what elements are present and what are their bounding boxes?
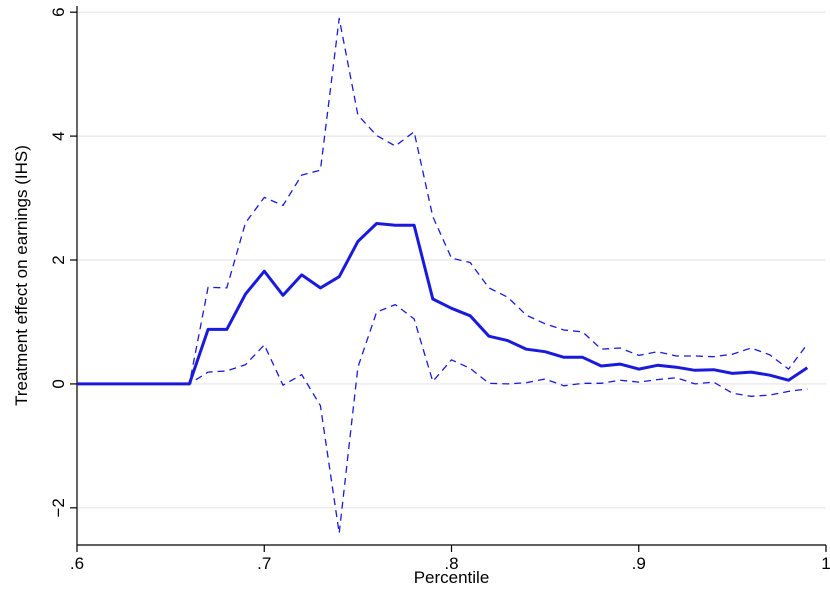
series-line-lower-bound (77, 303, 808, 534)
x-axis-label: Percentile (414, 568, 490, 587)
y-tick-label-2: 2 (49, 255, 68, 264)
x-tick-label-2: .8 (444, 554, 458, 573)
series-lines (77, 17, 809, 534)
tick-labels: −2 0 2 4 6 .6 .7 .8 .9 1 (49, 7, 830, 573)
y-tick-label-0: −2 (49, 498, 68, 517)
y-axis-label: Treatment effect on earnings (IHS) (12, 145, 31, 406)
y-tick-label-4: 6 (49, 7, 68, 16)
x-tick-label-4: 1 (821, 554, 830, 573)
x-tick-label-0: .6 (70, 554, 84, 573)
axes (70, 6, 827, 552)
y-tick-label-3: 4 (49, 131, 68, 140)
series-line-estimate (77, 222, 809, 386)
y-tick-label-1: 0 (49, 379, 68, 388)
series-line-upper-bound (77, 17, 808, 385)
x-tick-label-3: .9 (632, 554, 646, 573)
x-tick-label-1: .7 (257, 554, 271, 573)
gridlines (77, 11, 826, 509)
